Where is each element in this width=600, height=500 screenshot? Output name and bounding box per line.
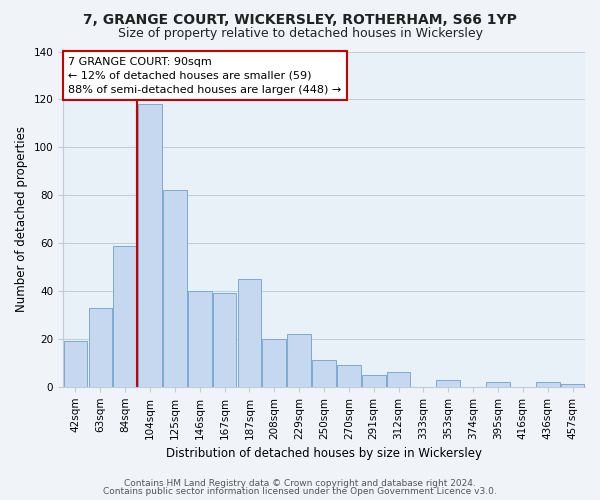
Text: 7 GRANGE COURT: 90sqm
← 12% of detached houses are smaller (59)
88% of semi-deta: 7 GRANGE COURT: 90sqm ← 12% of detached … bbox=[68, 56, 341, 94]
Bar bbox=[387, 372, 410, 387]
Text: Contains HM Land Registry data © Crown copyright and database right 2024.: Contains HM Land Registry data © Crown c… bbox=[124, 478, 476, 488]
Bar bbox=[213, 294, 236, 387]
Bar bbox=[188, 291, 212, 387]
Bar bbox=[436, 380, 460, 387]
Bar bbox=[163, 190, 187, 387]
Y-axis label: Number of detached properties: Number of detached properties bbox=[15, 126, 28, 312]
Bar bbox=[113, 246, 137, 387]
X-axis label: Distribution of detached houses by size in Wickersley: Distribution of detached houses by size … bbox=[166, 447, 482, 460]
Text: 7, GRANGE COURT, WICKERSLEY, ROTHERHAM, S66 1YP: 7, GRANGE COURT, WICKERSLEY, ROTHERHAM, … bbox=[83, 12, 517, 26]
Bar bbox=[486, 382, 510, 387]
Bar bbox=[312, 360, 336, 387]
Bar bbox=[89, 308, 112, 387]
Bar bbox=[561, 384, 584, 387]
Bar bbox=[287, 334, 311, 387]
Bar bbox=[138, 104, 162, 387]
Bar bbox=[64, 342, 87, 387]
Bar bbox=[337, 366, 361, 387]
Bar bbox=[238, 279, 261, 387]
Bar bbox=[362, 375, 386, 387]
Text: Contains public sector information licensed under the Open Government Licence v3: Contains public sector information licen… bbox=[103, 487, 497, 496]
Bar bbox=[262, 339, 286, 387]
Bar bbox=[536, 382, 560, 387]
Text: Size of property relative to detached houses in Wickersley: Size of property relative to detached ho… bbox=[118, 28, 482, 40]
